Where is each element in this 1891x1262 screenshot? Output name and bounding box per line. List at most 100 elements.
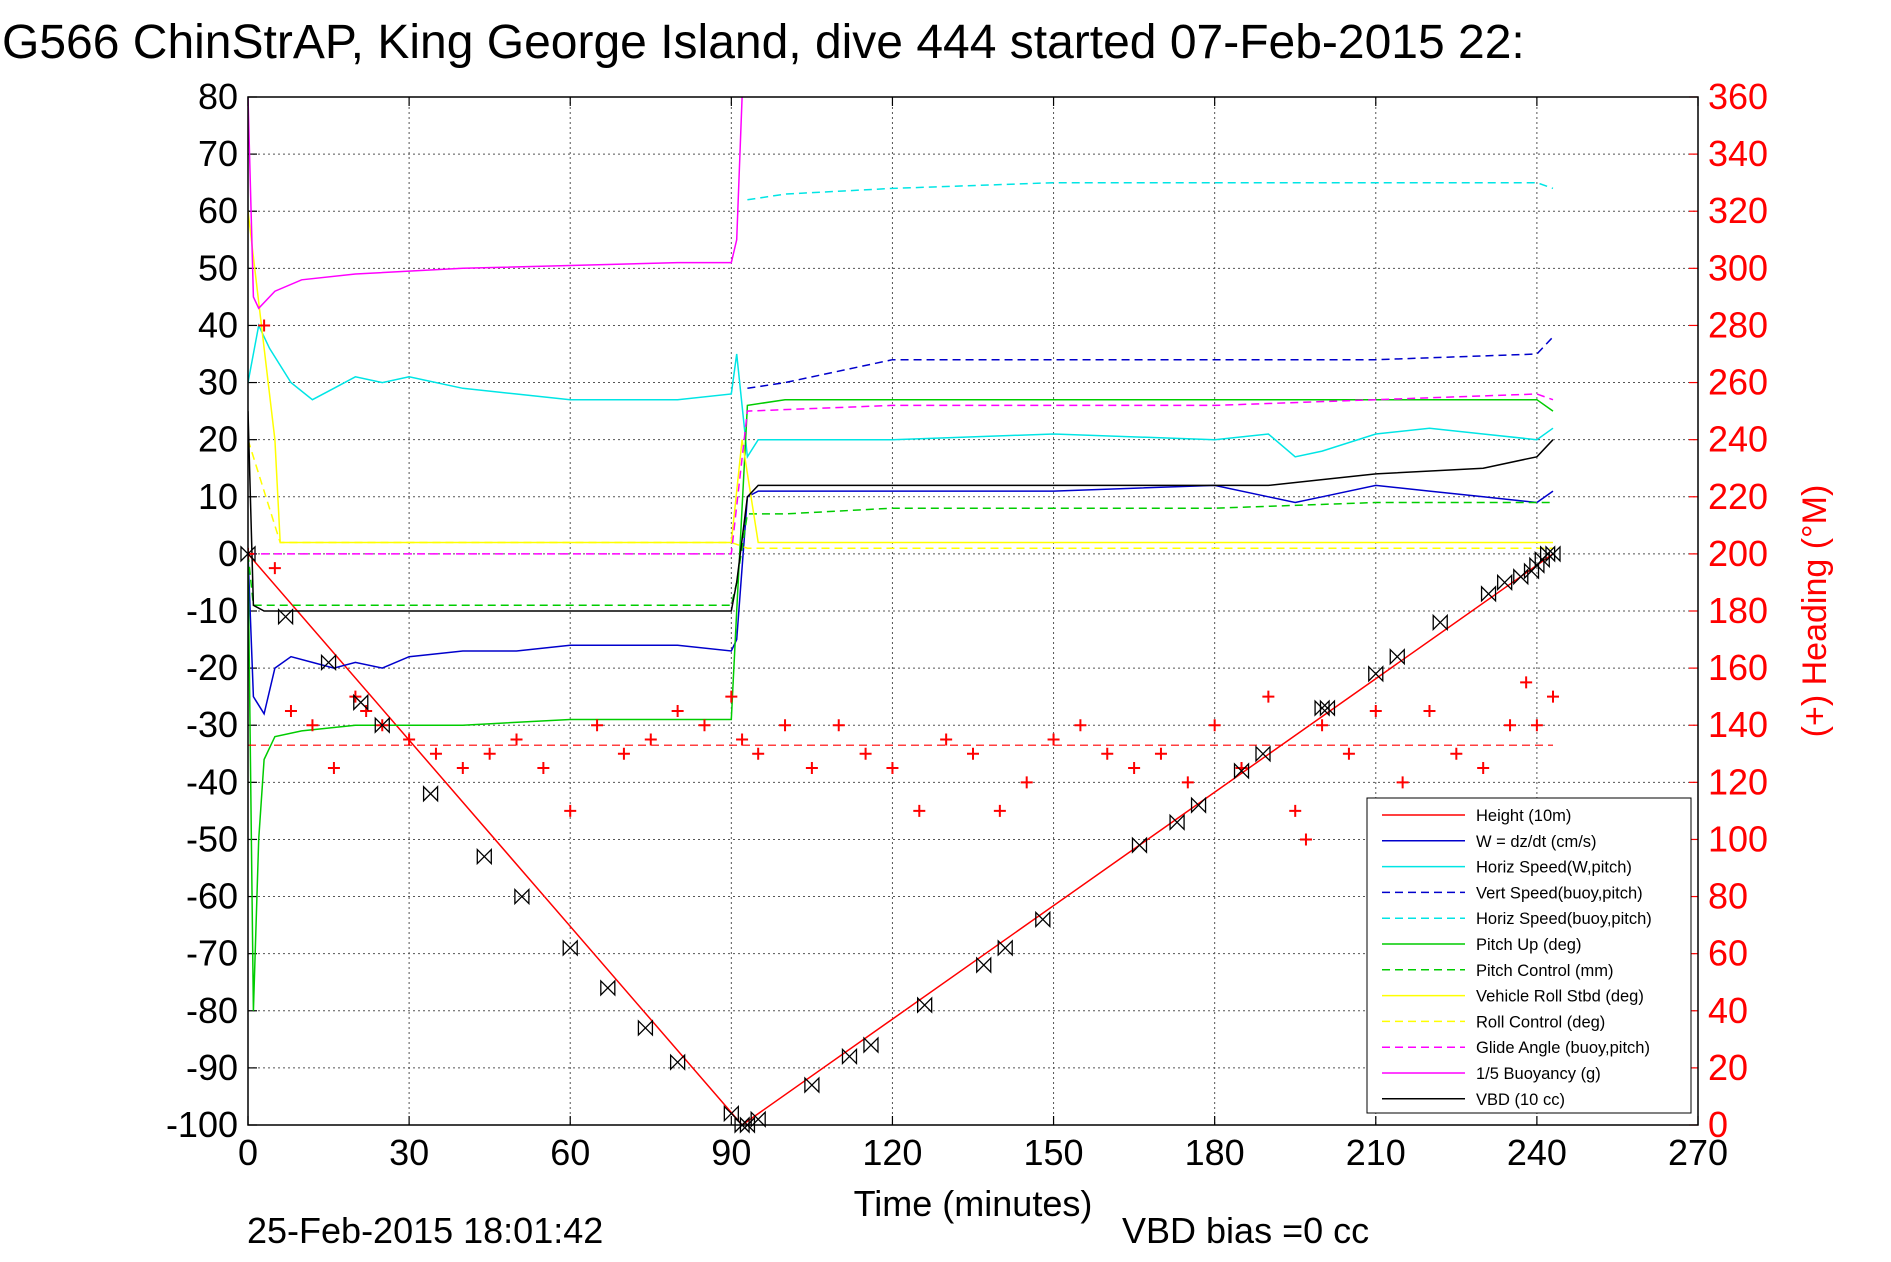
depth-marker (841, 1047, 858, 1066)
y-left-tick-label: -20 (186, 647, 238, 688)
depth-marker (476, 848, 492, 866)
depth-marker (863, 1036, 879, 1054)
depth-marker (1513, 568, 1529, 586)
depth-marker (514, 887, 530, 906)
series-line-2 (248, 484, 1554, 716)
depth-marker (240, 545, 256, 563)
depth-marker (320, 653, 337, 671)
y-right-tick-label: 200 (1708, 533, 1768, 574)
heading-point (832, 719, 845, 732)
y-right-axis-label: (+) Heading (°M) (1796, 485, 1834, 738)
y-right-tick-label: 240 (1708, 419, 1768, 460)
y-right-tick-label: 0 (1708, 1104, 1728, 1145)
heading-point (360, 704, 373, 717)
y-left-tick-label: 70 (198, 133, 238, 174)
heading-point (752, 747, 765, 760)
x-tick-label: 60 (550, 1132, 590, 1173)
y-right-tick-label: 180 (1708, 590, 1768, 631)
legend-label: VBD (10 cc) (1476, 1091, 1565, 1109)
heading-point (537, 762, 550, 775)
heading-point (403, 733, 416, 746)
heading-point (1316, 719, 1329, 732)
legend-label: Horiz Speed(buoy,pitch) (1476, 910, 1652, 928)
heading-point (913, 804, 926, 817)
depth-marker (1497, 573, 1513, 592)
heading-point (1020, 776, 1033, 789)
heading-point (327, 762, 340, 775)
heading-point (967, 747, 979, 760)
heading-point (248, 547, 254, 560)
legend: Height (10m) W = dz/dt (cm/s) Horiz Speed(… (1366, 797, 1692, 1114)
heading-point (483, 747, 496, 760)
x-tick-label: 150 (1024, 1132, 1084, 1173)
heading-point (805, 762, 818, 775)
y-left-tick-label: -90 (186, 1047, 238, 1088)
heading-point (1504, 719, 1517, 732)
depth-marker (562, 939, 578, 957)
series-line-9 (248, 439, 1553, 549)
heading-point (1547, 690, 1559, 703)
heading-point (1235, 762, 1248, 775)
y-right-tick-label: 280 (1708, 304, 1768, 345)
heading-point (1530, 719, 1543, 732)
heading-point (779, 719, 792, 732)
legend-label: Vehicle Roll Stbd (deg) (1476, 988, 1644, 1006)
footer-vbd-bias: VBD bias =0 cc (1122, 1210, 1369, 1251)
series-layer (248, 97, 1554, 1125)
depth-marker (374, 716, 390, 734)
series-line-12 (248, 411, 1554, 612)
heading-point (456, 762, 469, 775)
heading-point (886, 762, 899, 775)
depth-marker (637, 1019, 654, 1037)
y-right-tick-label: 220 (1708, 476, 1768, 517)
y-right-tick-label: 60 (1708, 933, 1748, 974)
legend-label: 1/5 Buoyancy (g) (1476, 1065, 1601, 1083)
heading-point (1181, 776, 1194, 789)
depth-marker (750, 1110, 766, 1128)
legend-label: Roll Control (deg) (1476, 1013, 1605, 1031)
y-right-tick-label: 80 (1708, 876, 1748, 917)
heading-point (859, 747, 872, 760)
depth-marker (1255, 745, 1271, 763)
y-right-tick-labels: 3603403203002802602402202001801601401201… (1708, 76, 1768, 1145)
legend-label: W = dz/dt (cm/s) (1476, 833, 1597, 851)
heading-point (1396, 776, 1409, 789)
series-line-7 (248, 501, 1553, 607)
y-left-tick-label: 40 (198, 304, 238, 345)
heading-point (268, 562, 281, 575)
legend-label: Pitch Control (mm) (1476, 962, 1614, 980)
depth-marker (739, 1116, 756, 1134)
heading-point (1450, 747, 1463, 760)
depth-marker (1389, 648, 1405, 666)
marker-layer (240, 545, 1561, 1134)
x-tick-label: 180 (1185, 1132, 1245, 1173)
y-right-tick-label: 360 (1708, 76, 1768, 117)
y-left-tick-label: 0 (218, 533, 238, 574)
y-left-tick-label: -50 (186, 818, 238, 859)
footer-date: 25-Feb-2015 18:01:42 (247, 1210, 603, 1251)
depth-marker (723, 1105, 739, 1123)
series-line-5 (747, 181, 1554, 201)
depth-marker (1131, 836, 1148, 854)
x-axis-label: Time (minutes) (854, 1183, 1093, 1224)
depth-marker (422, 785, 439, 803)
heading-point (1047, 733, 1060, 746)
heading-point (564, 804, 577, 817)
y-left-tick-label: 10 (198, 476, 238, 517)
y-left-tick-label: -40 (186, 761, 238, 802)
depth-marker (1190, 796, 1207, 814)
y-left-tick-label: 20 (198, 419, 238, 460)
y-left-tick-label: -70 (186, 933, 238, 974)
y-left-tick-label: -80 (186, 990, 238, 1031)
plot-frame (247, 96, 1699, 1126)
heading-point (1342, 747, 1355, 760)
heading-point (1477, 762, 1490, 775)
depth-marker (1233, 762, 1250, 780)
series-line-3 (248, 322, 1554, 460)
y-left-tick-label: -100 (166, 1104, 238, 1145)
legend-label: Horiz Speed(W,pitch) (1476, 859, 1632, 877)
depth-marker (600, 979, 616, 997)
series-line-1 (248, 553, 1554, 1125)
y-left-tick-labels: 80 70 60 50 40 30 20 10 0 -10 -20 -30 -40 -50 -60 -70 -8… (166, 76, 238, 1145)
depth-marker (669, 1053, 686, 1071)
